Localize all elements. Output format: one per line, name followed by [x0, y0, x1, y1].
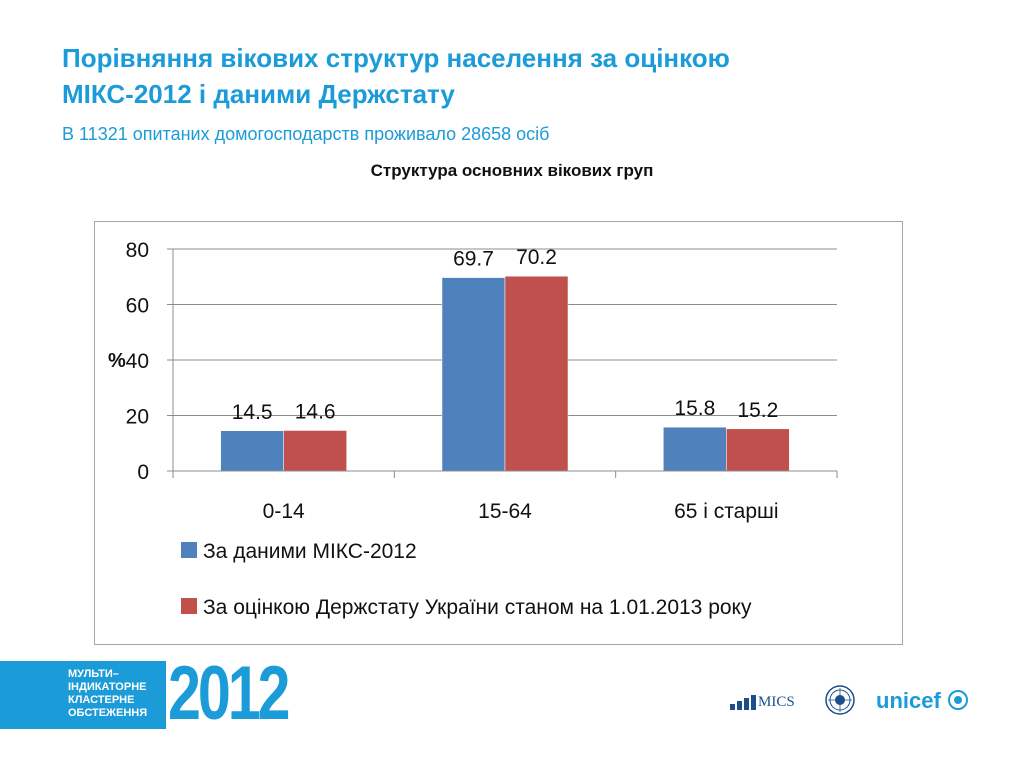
x-tick-label: 0-14 — [263, 500, 305, 523]
banner-line-1: МУЛЬТИ– — [68, 668, 119, 680]
mics-banner — [0, 661, 166, 729]
chart-frame: 0 20 40 60 80% 0-14 14.5 14.6 15-64 69.7 70.2 65 і … — [94, 221, 903, 645]
mics-bars-icon — [730, 695, 756, 710]
mics-banner-text: МУЛЬТИ– ІНДИКАТОРНЕ КЛАСТЕРНЕ ОБСТЕЖЕННЯ — [68, 668, 168, 720]
page-subtitle: В 11321 опитаних домогосподарств прожива… — [62, 124, 550, 144]
unicef-logo: unicef — [876, 688, 969, 714]
banner-line-3: КЛАСТЕРНЕ — [68, 694, 135, 706]
legend-label: За даними МІКС-2012 — [203, 540, 417, 563]
title-line-2: МІКС-2012 і даними Держстату — [62, 79, 455, 109]
mics-logo: MICS — [730, 686, 795, 710]
bar — [441, 277, 506, 472]
bar — [283, 430, 347, 472]
bar — [726, 428, 790, 472]
bar-chart: 0 20 40 60 80% 0-14 14.5 14.6 15-64 69.7 70.2 65 і … — [108, 239, 838, 619]
legend-swatch — [181, 598, 197, 614]
legend-swatch — [181, 542, 197, 558]
x-tick-label: 65 і старші — [674, 500, 778, 523]
data-label: 14.6 — [295, 400, 336, 423]
y-axis-label: % — [108, 350, 126, 372]
legend-label: За оцінкою Держстату України станом на 1… — [203, 596, 752, 619]
data-label: 15.8 — [674, 397, 715, 420]
y-tick-label: 40 — [126, 350, 149, 373]
unicef-globe-icon — [947, 690, 968, 710]
banner-line-4: ОБСТЕЖЕННЯ — [68, 707, 148, 719]
ukrstat-seal-icon — [825, 685, 855, 715]
bar — [504, 275, 569, 472]
data-label: 70.2 — [516, 246, 557, 269]
bar — [220, 430, 284, 472]
chart-title: Структура основних вікових груп — [370, 161, 654, 180]
y-tick-label: 20 — [126, 406, 149, 429]
data-label: 69.7 — [453, 248, 494, 271]
banner-year: 2012 — [168, 651, 291, 736]
mics-logo-text: MICS — [758, 694, 795, 710]
data-label: 14.5 — [232, 401, 273, 424]
bar — [663, 426, 727, 472]
banner-line-2: ІНДИКАТОРНЕ — [68, 681, 147, 693]
x-tick-label: 15-64 — [478, 500, 532, 523]
data-label: 15.2 — [737, 399, 778, 422]
page-title: Порівняння вікових структур населення за… — [62, 40, 962, 112]
unicef-logo-text: unicef — [876, 688, 941, 713]
y-tick-label: 80 — [126, 239, 149, 262]
y-tick-label: 0 — [137, 461, 149, 484]
y-tick-label: 60 — [126, 295, 149, 318]
title-line-1: Порівняння вікових структур населення за… — [62, 43, 730, 73]
